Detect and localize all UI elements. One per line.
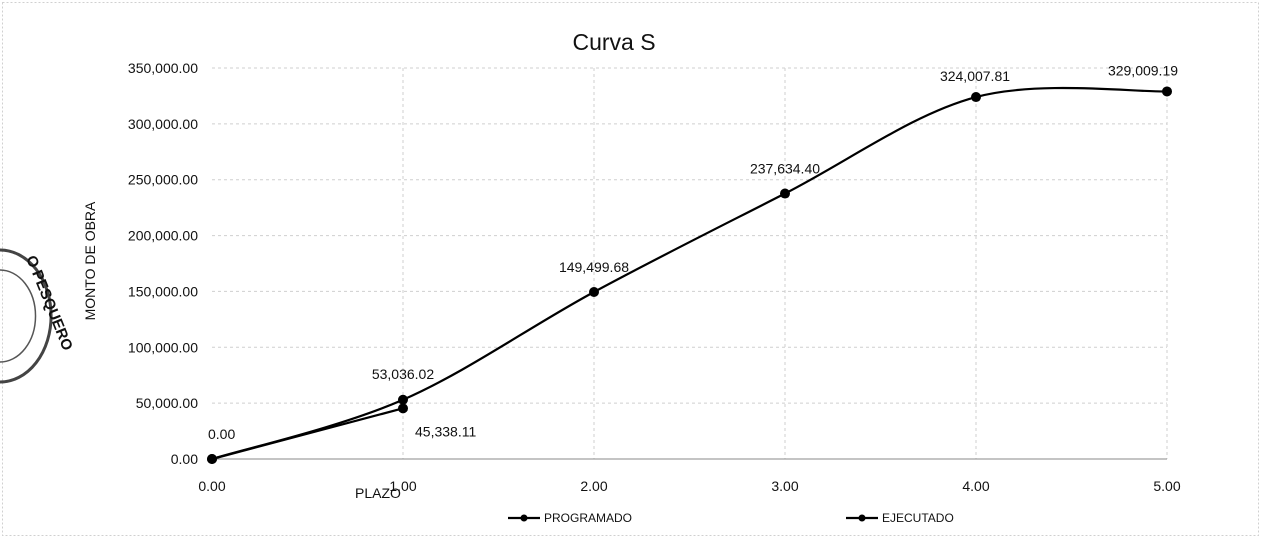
x-tick-label: 0.00 [198,478,225,494]
x-tick-label: 1.00 [389,478,416,494]
stamp-seal: O PESQUERO [0,248,76,384]
x-axis-title: PLAZO [355,485,401,501]
y-tick-label: 50,000.00 [136,395,198,411]
x-tick-labels: 0.00 1.00 2.00 3.00 4.00 5.00 [198,478,1180,494]
y-tick-labels: 0.00 50,000.00 100,000.00 150,000.00 200,000… [128,60,198,467]
data-label: 53,036.02 [372,366,434,382]
y-tick-label: 300,000.00 [128,116,198,132]
data-label: 324,007.81 [940,68,1010,84]
y-tick-label: 150,000.00 [128,283,198,299]
data-label: 0.00 [208,426,235,442]
y-tick-label: 250,000.00 [128,172,198,188]
data-label: 149,499.68 [559,259,629,275]
data-point-programado [971,92,981,103]
data-point-ejecutado [398,403,408,414]
x-tick-label: 4.00 [962,478,989,494]
y-tick-label: 100,000.00 [128,339,198,355]
data-point-programado [589,286,599,297]
y-tick-label: 0.00 [171,451,198,467]
legend-entry: PROGRAMADO [544,511,632,525]
data-point-programado [1162,86,1172,97]
series-layer [207,86,1172,464]
data-labels: 0.00 53,036.02 149,499.68 237,634.40 324,007… [208,62,1178,442]
legend-marker [858,514,866,522]
x-tick-label: 2.00 [580,478,607,494]
grid-lines [212,67,1168,459]
data-label: 329,009.19 [1108,62,1178,78]
chart-title: Curva S [572,29,655,55]
data-label: 237,634.40 [750,161,820,177]
series-line-ejecutado [211,407,404,461]
y-tick-label: 200,000.00 [128,228,198,244]
series-line-programado [211,86,1168,461]
y-tick-label: 350,000.00 [128,60,198,76]
legend: PROGRAMADO EJECUTADO [508,511,954,525]
data-point-programado [780,188,790,199]
data-point-programado [398,394,408,405]
legend-marker [520,514,528,522]
legend-entry: EJECUTADO [882,511,954,525]
data-label: 45,338.11 [415,423,476,439]
x-tick-label: 3.00 [771,478,798,494]
y-axis-title: MONTO DE OBRA [82,201,98,320]
data-point-ejecutado [207,454,217,464]
x-tick-label: 5.00 [1153,478,1180,494]
